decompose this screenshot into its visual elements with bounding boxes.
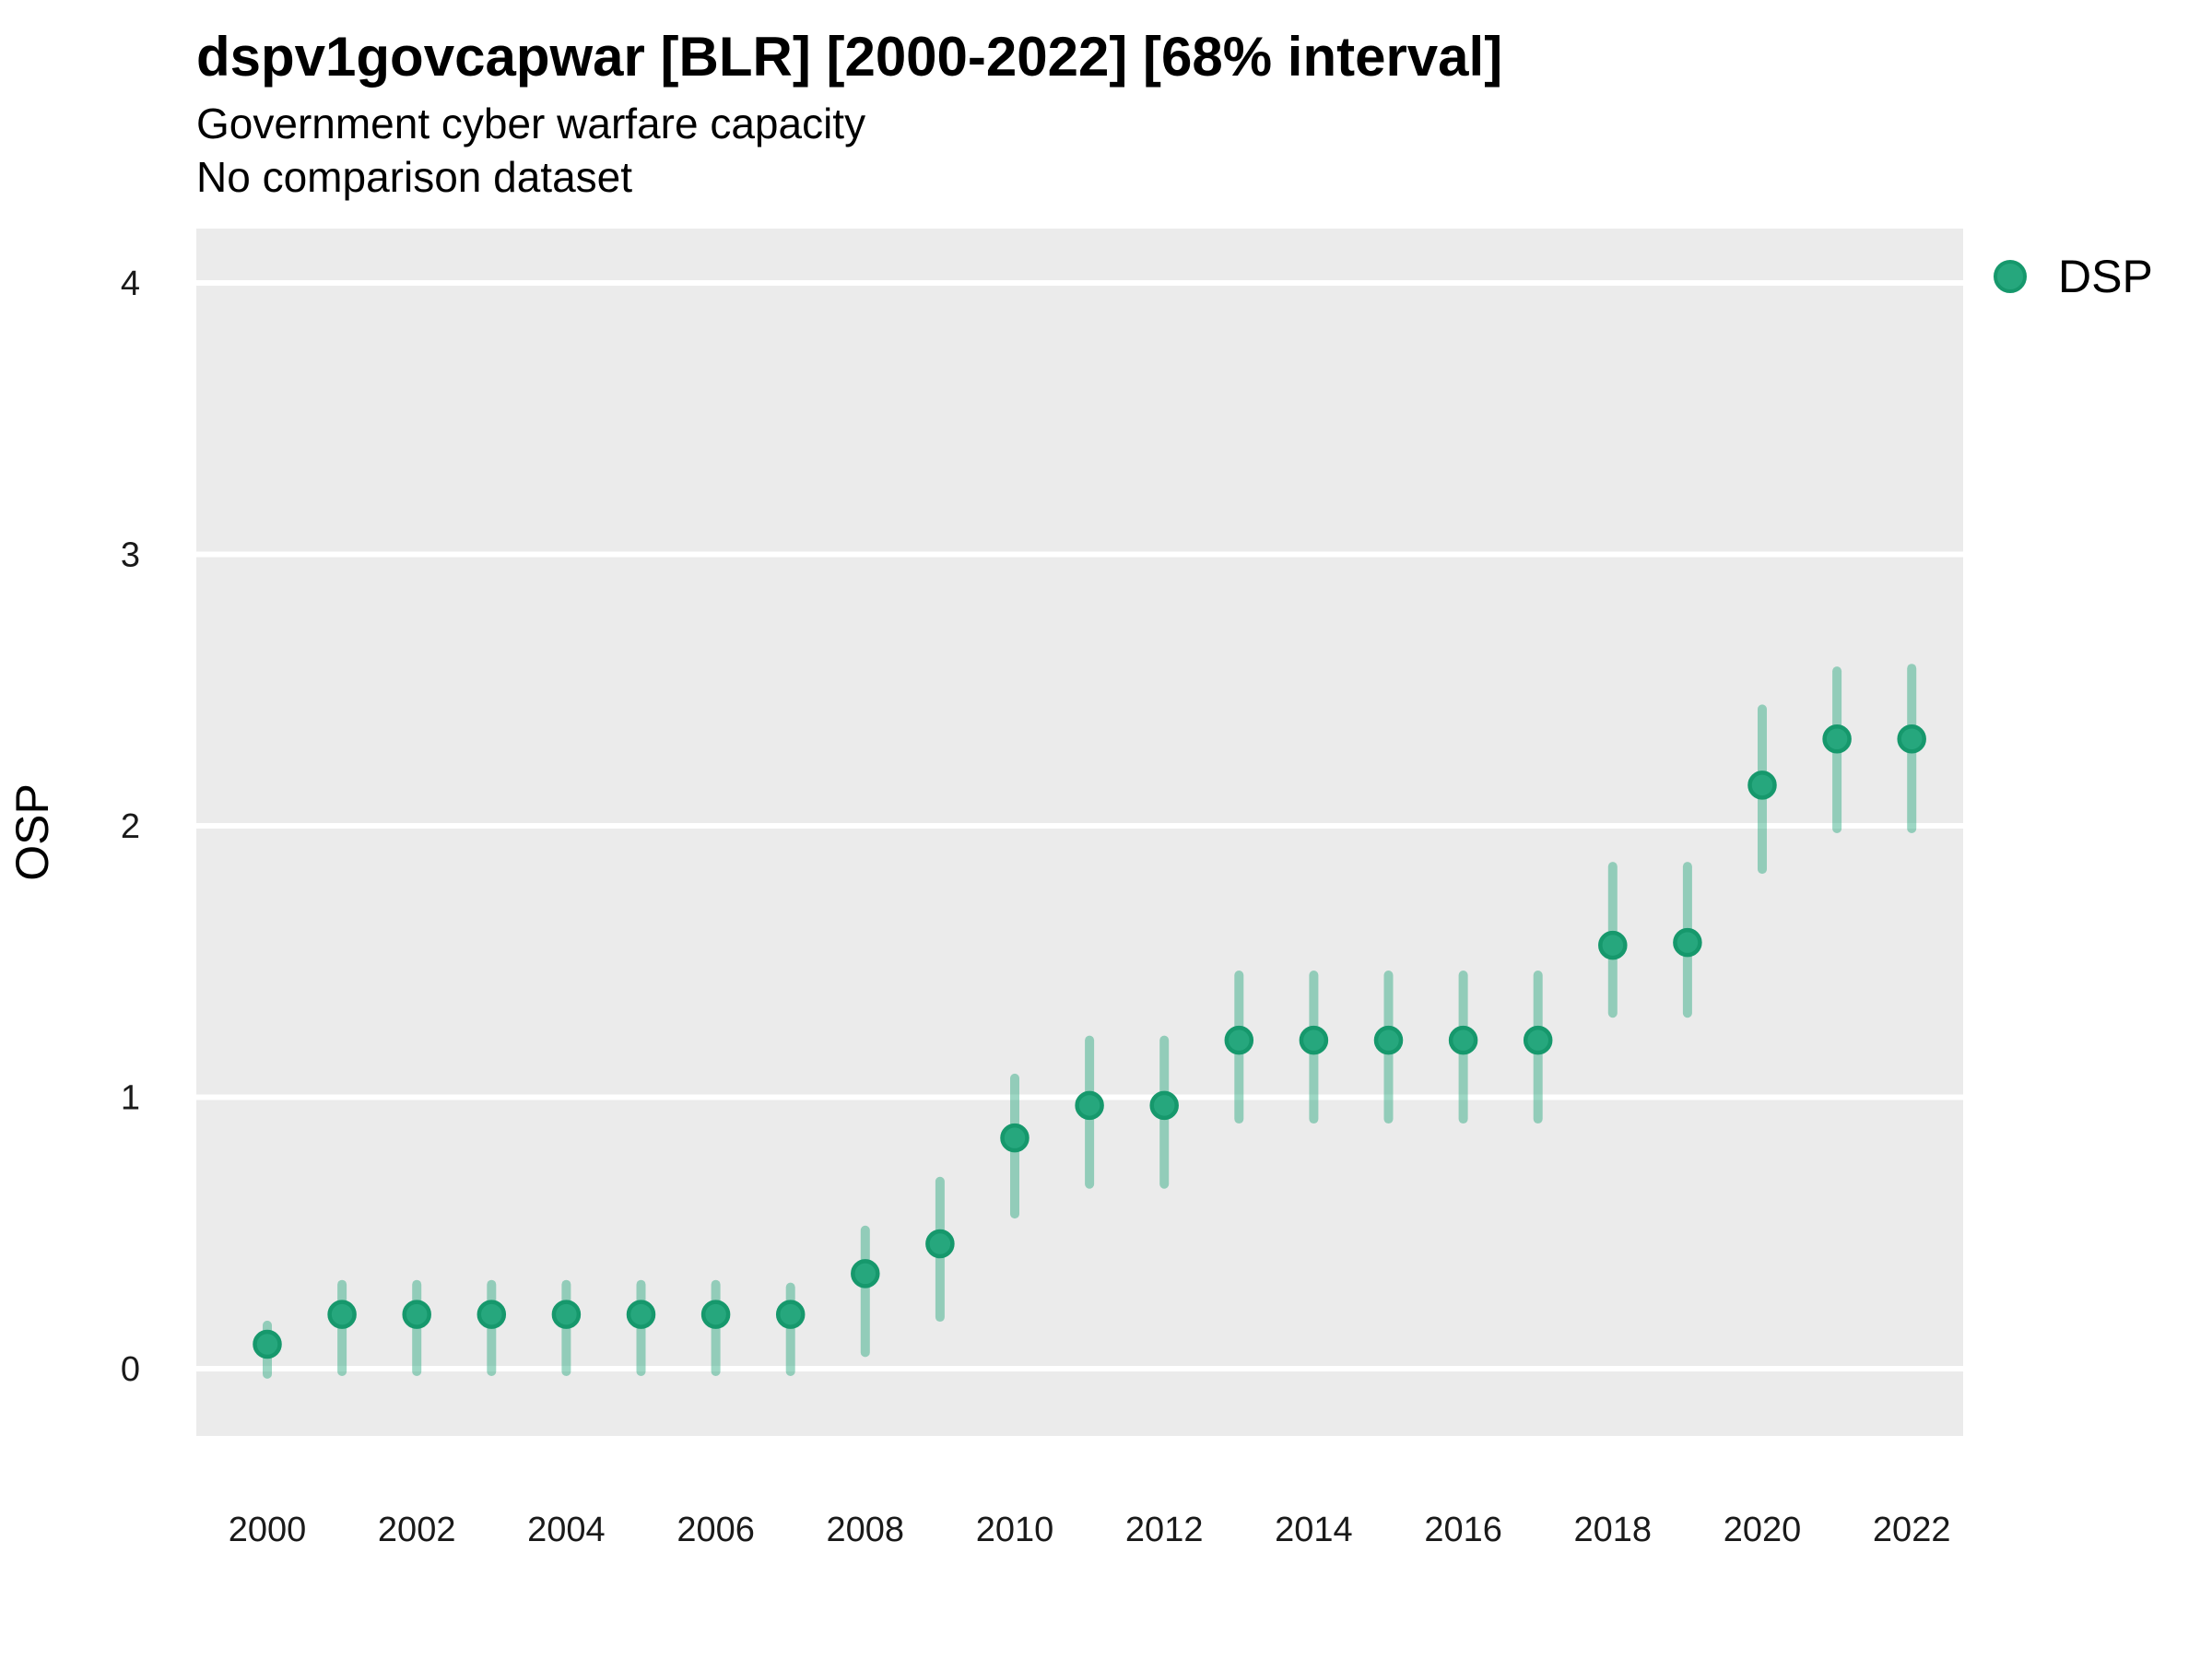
y-axis-title: OSP: [6, 783, 58, 881]
data-point-2005: [626, 1300, 656, 1329]
x-tick-label-2010: 2010: [976, 1511, 1054, 1549]
data-point-2016: [1448, 1025, 1478, 1055]
data-point-2015: [1373, 1025, 1404, 1055]
y-tick-label-1: 1: [121, 1079, 140, 1118]
data-point-2000: [253, 1329, 282, 1359]
data-point-2013: [1224, 1025, 1254, 1055]
data-point-2007: [775, 1300, 806, 1329]
data-point-2012: [1149, 1090, 1179, 1121]
chart-note: No comparison dataset: [196, 153, 632, 201]
x-tick-label-2014: 2014: [1275, 1511, 1353, 1549]
x-tick-label-2020: 2020: [1724, 1511, 1802, 1549]
data-point-2001: [327, 1300, 357, 1329]
data-point-2014: [1299, 1025, 1329, 1055]
x-tick-label-2008: 2008: [827, 1511, 905, 1549]
y-axis-tick-labels: 0 1 2 3 4: [121, 265, 140, 1389]
x-tick-label-2004: 2004: [527, 1511, 606, 1549]
plot-panel: [196, 229, 1963, 1436]
data-point-2010: [1000, 1123, 1030, 1153]
x-tick-label-2016: 2016: [1424, 1511, 1502, 1549]
gridlines: [196, 280, 1963, 1371]
x-tick-label-2002: 2002: [378, 1511, 456, 1549]
x-tick-label-2022: 2022: [1873, 1511, 1951, 1549]
data-point-2019: [1673, 927, 1702, 958]
data-point-2006: [700, 1300, 731, 1329]
data-point-2017: [1523, 1025, 1553, 1055]
data-point-2020: [1747, 771, 1777, 800]
y-tick-label-3: 3: [121, 536, 140, 575]
data-point-2009: [925, 1229, 955, 1259]
chart-title: dspv1govcapwar [BLR] [2000-2022] [68% in…: [196, 26, 1502, 88]
x-tick-label-2012: 2012: [1125, 1511, 1204, 1549]
chart-subtitle: Government cyber warfare capacity: [196, 100, 865, 147]
legend-label: DSP: [2058, 251, 2153, 302]
data-points: [253, 724, 1926, 1359]
data-point-2021: [1822, 724, 1852, 754]
y-tick-label-0: 0: [121, 1350, 140, 1389]
data-point-2008: [851, 1259, 880, 1288]
legend-point-icon: [1994, 260, 2027, 293]
data-point-2003: [477, 1300, 507, 1329]
x-axis-tick-labels: 2000 2002 2004 2006 2008 2010 2012 2014 2016 2018…: [229, 1511, 1951, 1549]
data-point-2002: [402, 1300, 431, 1329]
data-point-2004: [551, 1300, 582, 1329]
x-tick-label-2018: 2018: [1574, 1511, 1653, 1549]
data-point-2011: [1075, 1090, 1104, 1121]
x-tick-label-2006: 2006: [677, 1511, 755, 1549]
x-tick-label-2000: 2000: [229, 1511, 307, 1549]
data-point-2018: [1598, 930, 1628, 960]
y-tick-label-4: 4: [121, 265, 140, 303]
y-tick-label-2: 2: [121, 807, 140, 846]
legend: DSP: [1994, 251, 2153, 302]
data-point-2022: [1897, 724, 1926, 754]
